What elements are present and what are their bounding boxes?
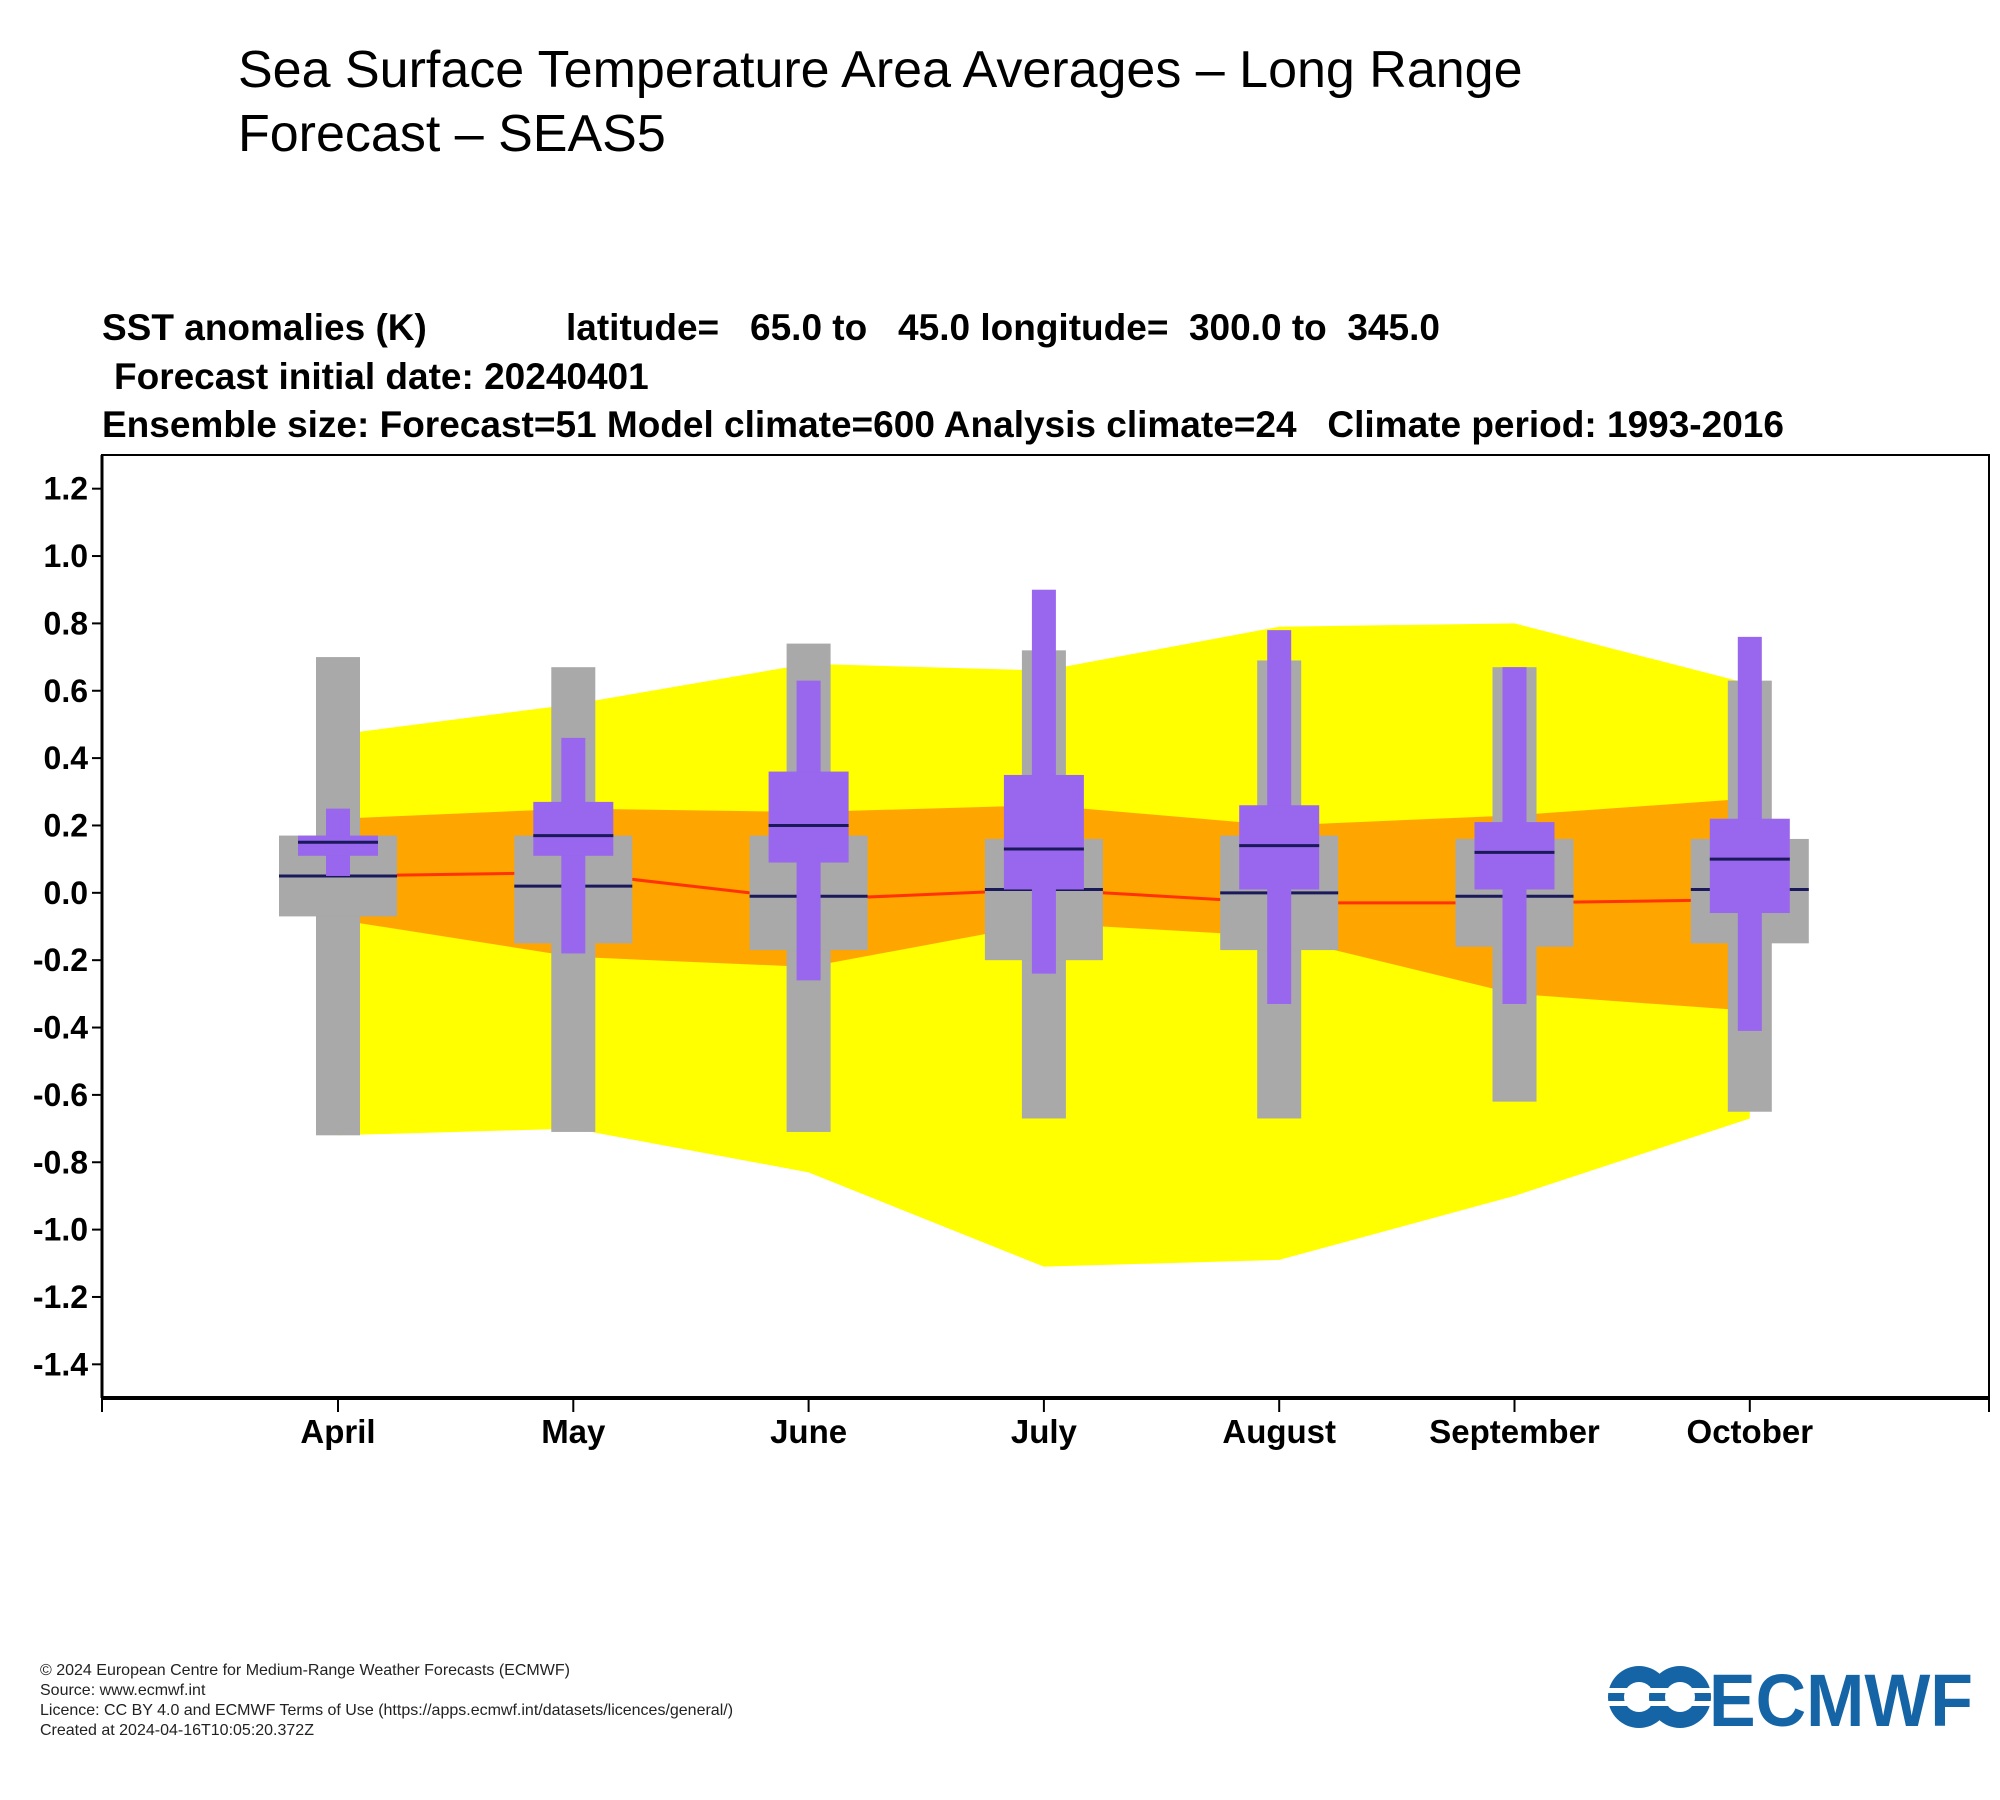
- y-tick-label: 0.8: [44, 605, 88, 641]
- y-tick-label: 0.2: [44, 807, 88, 843]
- footer-created: Created at 2024-04-16T10:05:20.372Z: [40, 1722, 314, 1739]
- y-tick-label: -1.4: [33, 1346, 88, 1382]
- forecast-box-october: [1709, 636, 1790, 1031]
- x-axis: April May June July August September October: [101, 1398, 1990, 1450]
- y-tick-label: 0.4: [44, 740, 89, 776]
- y-tick-label: 0.6: [44, 673, 88, 709]
- y-tick-label: 1.2: [44, 471, 88, 507]
- footer-licence: Licence: CC BY 4.0 and ECMWF Terms of Us…: [40, 1702, 734, 1719]
- forecast-iqr-box: [533, 801, 614, 856]
- forecast-iqr-box: [1709, 818, 1790, 914]
- header-initial-date: Forecast initial date: 20240401: [114, 356, 649, 397]
- header-ensemble: Ensemble size: Forecast=51 Model climate…: [102, 404, 1784, 445]
- x-tick-label-october: October: [1687, 1413, 1814, 1450]
- y-tick-label: 1.0: [44, 538, 88, 574]
- forecast-box-july: [1003, 589, 1084, 974]
- y-tick-label: -1.0: [33, 1212, 88, 1248]
- page-title: Sea Surface Temperature Area Averages – …: [238, 41, 1523, 163]
- ecmwf-logo-text: ECMWF: [1709, 1660, 1973, 1735]
- y-tick-label: -0.4: [33, 1010, 88, 1046]
- x-tick-label-july: July: [1011, 1413, 1078, 1450]
- header-region: latitude= 65.0 to 45.0 longitude= 300.0 …: [566, 307, 1440, 348]
- y-tick-label: -0.6: [33, 1077, 88, 1113]
- x-tick-label-september: September: [1429, 1413, 1600, 1450]
- forecast-iqr-box: [1003, 774, 1084, 890]
- forecast-iqr-box: [1474, 822, 1555, 890]
- y-tick-label: -0.2: [33, 942, 88, 978]
- y-tick-label: -1.2: [33, 1279, 88, 1315]
- forecast-box-september: [1474, 667, 1555, 1004]
- header-variable: SST anomalies (K): [102, 307, 427, 348]
- ecmwf-logo-icon: [1605, 1666, 1711, 1728]
- footer-source: Source: www.ecmwf.int: [40, 1682, 206, 1699]
- forecast-iqr-box: [768, 771, 849, 863]
- footer-copyright: © 2024 European Centre for Medium-Range …: [40, 1662, 570, 1679]
- y-tick-label: 0.0: [44, 875, 88, 911]
- sst-chart: SST anomalies (K) latitude= 65.0 to 45.0…: [33, 307, 1990, 1450]
- forecast-box-june: [768, 680, 849, 981]
- x-tick-label-august: August: [1222, 1413, 1336, 1450]
- x-tick-label-june: June: [770, 1413, 847, 1450]
- forecast-box-may: [533, 737, 614, 954]
- y-axis: 1.2 1.0 0.8 0.6 0.4 0.2 0.0 -0.2 -0.4 -0.6 -0.8 -1.…: [33, 471, 102, 1382]
- y-tick-label: -0.8: [33, 1144, 88, 1180]
- forecast-box-april: [298, 808, 378, 876]
- forecast-box-august: [1239, 630, 1320, 1004]
- plot-area: [279, 589, 1809, 1267]
- footer: © 2024 European Centre for Medium-Range …: [40, 1661, 733, 1741]
- x-tick-label-april: April: [300, 1413, 375, 1450]
- x-tick-label-may: May: [541, 1413, 606, 1450]
- forecast-iqr-box: [1239, 805, 1320, 890]
- ecmwf-logo: ECMWF: [1605, 1660, 1973, 1735]
- forecast-iqr-box: [298, 835, 378, 856]
